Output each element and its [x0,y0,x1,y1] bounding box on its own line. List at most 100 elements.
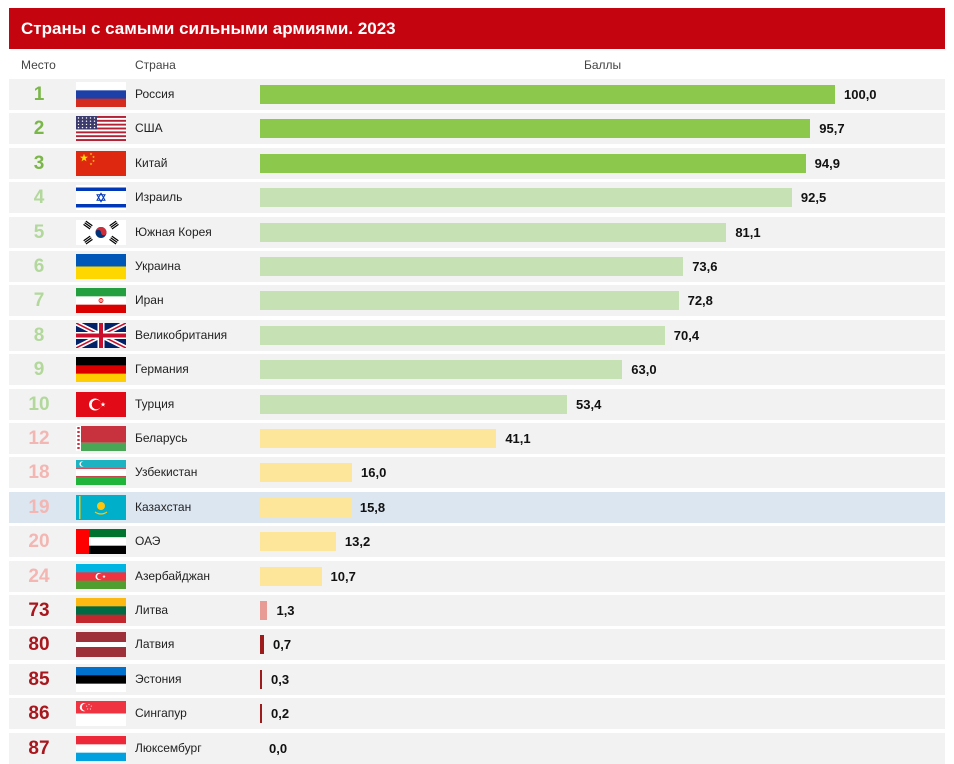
estonia-flag [76,666,126,692]
value-label: 70,4 [673,327,700,343]
table-row: 85 Эстония 0,3 [9,663,945,695]
russia-flag [76,82,126,107]
value-label: 92,5 [800,190,827,206]
rank-label: 80 [28,634,50,656]
bar [260,601,268,620]
rank-label: 4 [33,187,45,209]
country-label: Китай [135,155,168,170]
value-label: 73,6 [692,259,718,274]
rank-label: 12 [28,428,50,449]
usa-flag [76,116,126,142]
table-row: 7 Иран 72,8 [9,285,945,317]
country-label: Латвия [135,637,175,652]
bar [260,119,811,139]
bar [260,429,497,448]
table-row: 86 Сингапур 0,2 [9,698,945,730]
value-label: 1,3 [276,603,295,618]
country-label: Узбекистан [135,465,198,480]
country-label: Германия [135,362,189,377]
country-label: ОАЭ [135,534,161,549]
bar [260,669,262,689]
country-label: Иран [135,293,164,308]
table-row: 80 Латвия 0,7 [9,629,945,661]
table-row: 73 Литва 1,3 [9,595,945,626]
bar [260,291,679,311]
value-label: 94,9 [814,155,840,171]
bar [260,257,684,276]
table-row: 10 Турция 53,4 [9,388,945,420]
rank-label: 18 [28,462,50,484]
country-label: Турция [135,396,175,411]
bar [260,532,336,552]
bar [260,566,322,586]
value-label: 13,2 [344,534,371,550]
rank-label: 19 [28,496,50,518]
bar [260,153,806,173]
value-label: 0,3 [271,671,290,687]
bar [260,497,351,517]
country-label: Россия [135,87,175,101]
kazakhstan-flag [76,494,126,520]
value-label: 53,4 [576,396,602,412]
country-label: США [135,121,163,136]
table-row: 1 Россия 100,0 [9,79,945,110]
singapore-flag [76,701,126,727]
country-label: Люксембург [135,740,202,755]
rank-label: 86 [28,703,50,725]
germany-flag [76,357,126,383]
value-label: 95,7 [819,121,845,137]
country-label: Казахстан [135,499,192,514]
bar [260,463,352,483]
column-header-score: Баллы [584,58,622,72]
value-label: 72,8 [687,293,713,309]
table-row: 8 Великобритания 70,4 [9,319,945,351]
table-row: 4 Израиль 92,5 [9,182,945,214]
rank-label: 2 [33,118,45,140]
bar [260,394,568,414]
chart-title: Страны с самыми сильными армиями. 2023 [9,8,945,49]
table-row: 87 Люксембург 0,0 [9,732,945,764]
rank-label: 20 [28,531,50,553]
table-row: 2 США 95,7 [9,113,945,145]
table-row: 19 Казахстан 15,8 [9,491,945,523]
israel-flag [76,185,126,211]
table-row: 5 Южная Корея 81,1 [9,216,945,248]
bar [260,222,727,242]
bar [260,360,623,380]
rank-label: 24 [28,565,50,587]
table-row: 18 Узбекистан 16,0 [9,457,945,489]
rank-label: 1 [33,84,45,105]
uzbekistan-flag [76,460,126,486]
turkey-flag [76,391,126,417]
value-label: 0,0 [269,740,288,756]
luxembourg-flag [76,735,126,761]
bar [260,85,835,104]
value-label: 0,7 [273,637,292,653]
uk-flag [76,322,126,348]
bar [260,325,665,345]
latvia-flag [76,632,126,658]
azerbaijan-flag [76,563,126,589]
country-label: Южная Корея [135,224,212,239]
country-label: Эстония [135,671,182,686]
value-label: 100,0 [844,87,877,102]
table-row: 12 Беларусь 41,1 [9,423,945,454]
china-flag [76,150,126,176]
table-row: 6 Украина 73,6 [9,251,945,282]
bar [260,635,265,655]
column-header-place: Место [21,58,56,72]
ukraine-flag [76,254,126,279]
belarus-flag [76,426,126,451]
rank-label: 73 [28,600,50,621]
value-label: 63,0 [631,362,657,378]
value-label: 10,7 [330,568,356,584]
rank-label: 8 [33,324,45,346]
country-label: Сингапур [135,706,187,721]
country-label: Азербайджан [135,568,211,583]
rank-label: 6 [33,256,45,277]
table-row: 20 ОАЭ 13,2 [9,526,945,558]
lithuania-flag [76,598,126,623]
table-row: 3 Китай 94,9 [9,147,945,179]
rank-label: 3 [33,152,45,174]
table-row: 9 Германия 63,0 [9,354,945,386]
